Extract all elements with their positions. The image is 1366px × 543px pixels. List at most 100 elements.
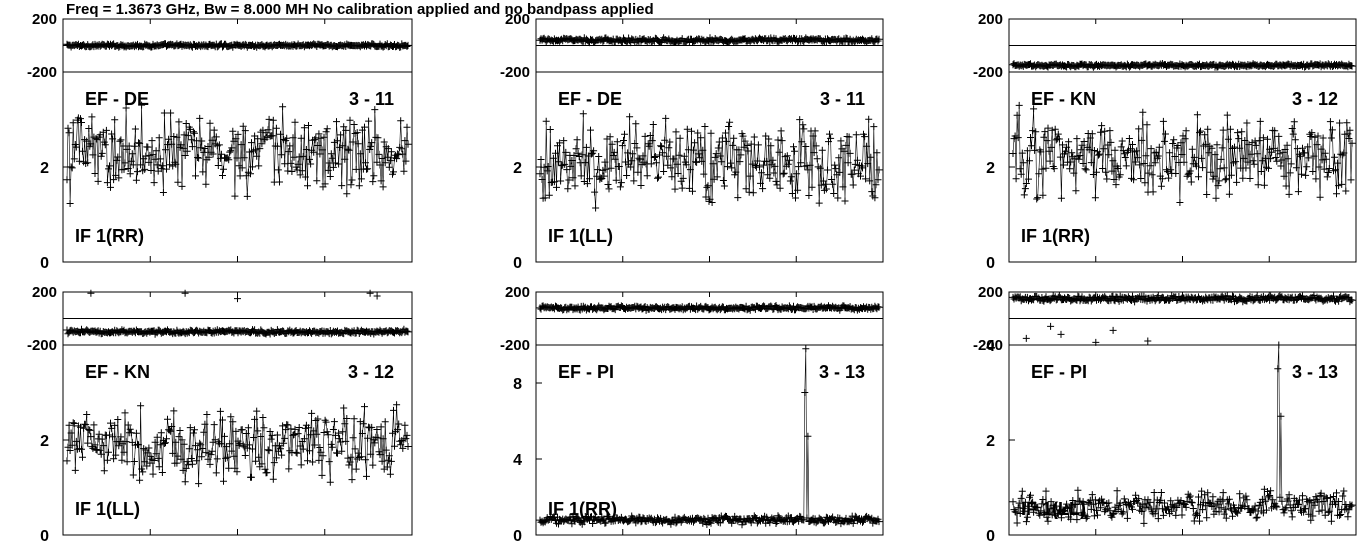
amp-point <box>272 124 280 132</box>
amp-point <box>283 134 291 142</box>
amp-point <box>385 163 393 171</box>
amp-point <box>1046 157 1054 165</box>
amp-point <box>568 157 576 164</box>
amp-point <box>739 132 747 140</box>
amp-point <box>1327 134 1335 142</box>
amp-tick-label: 4 <box>513 452 522 469</box>
amp-point <box>1103 175 1111 183</box>
amp-point <box>356 150 364 158</box>
amp-point <box>393 401 401 409</box>
amp-point <box>717 158 725 166</box>
amp-point <box>1275 132 1283 140</box>
amp-point <box>837 137 845 145</box>
amp-point <box>715 138 723 146</box>
amp-point <box>401 421 409 429</box>
baseline-label: EF - PI <box>1031 362 1087 382</box>
amp-point <box>252 457 260 465</box>
amp-point <box>742 185 750 193</box>
amp-point <box>253 152 261 160</box>
amp-point <box>202 180 210 188</box>
amp-point <box>253 407 261 415</box>
amp-point <box>299 152 307 160</box>
amp-point <box>777 127 785 135</box>
amp-point <box>361 403 368 411</box>
amp-point <box>254 135 262 143</box>
amp-point <box>1299 492 1306 500</box>
amp-point <box>111 116 119 124</box>
amp-points <box>63 101 412 207</box>
amp-point <box>678 184 686 192</box>
amp-point <box>578 151 586 159</box>
amp-point <box>668 173 676 181</box>
amp-point <box>1149 188 1157 196</box>
amp-point <box>326 478 334 486</box>
amp-point <box>195 154 203 162</box>
amp-point <box>387 148 395 156</box>
amp-point <box>281 160 289 168</box>
amp-point <box>1165 174 1173 182</box>
amp-point <box>775 148 783 156</box>
amp-point <box>216 407 224 415</box>
amp-point <box>569 174 577 182</box>
amp-point <box>744 147 752 155</box>
amp-point <box>1066 165 1074 173</box>
amp-point <box>344 145 352 153</box>
amp-point <box>616 183 624 191</box>
amp-point <box>574 149 582 157</box>
amp-point <box>645 142 653 150</box>
amp-point <box>1029 127 1037 135</box>
amp-point <box>119 142 127 150</box>
amp-point <box>152 147 160 155</box>
amp-point <box>773 181 781 189</box>
amp-point <box>345 146 353 154</box>
baseline-id-label: 3 - 11 <box>349 89 394 109</box>
amp-point <box>634 168 642 176</box>
amp-point <box>195 480 203 488</box>
amp-point <box>255 162 263 170</box>
amp-point <box>192 172 199 180</box>
amp-point <box>632 120 640 128</box>
amp-point <box>291 118 299 126</box>
amp-point <box>627 163 635 171</box>
amp-point <box>1327 517 1335 525</box>
amp-point <box>665 144 673 152</box>
amp-point <box>290 431 298 438</box>
amp-point <box>95 430 103 438</box>
phase-outlier <box>1109 326 1117 334</box>
amp-point <box>730 134 738 142</box>
amp-point <box>121 409 129 417</box>
amp-point <box>254 427 262 435</box>
amp-point <box>852 131 860 139</box>
amp-point <box>236 172 244 180</box>
amp-point <box>297 461 305 469</box>
amp-point <box>153 161 161 169</box>
amp-point <box>565 176 573 184</box>
amp-point <box>1091 194 1099 202</box>
amp-point <box>138 101 146 109</box>
amp-point <box>805 192 813 199</box>
amp-point <box>362 159 369 167</box>
amp-point <box>776 184 784 192</box>
amp-point <box>294 430 302 438</box>
amp-point <box>92 135 100 143</box>
if-label: IF 1(RR) <box>75 226 144 246</box>
amp-point <box>689 187 696 195</box>
amp-point <box>137 402 145 410</box>
amp-point <box>729 141 737 149</box>
amp-point <box>623 172 631 179</box>
amp-tick-label: 2 <box>986 433 995 450</box>
amp-point <box>362 456 369 464</box>
amp-point <box>1113 487 1121 495</box>
amp-point <box>1285 190 1293 198</box>
amp-point <box>791 147 798 155</box>
amp-point <box>369 461 377 469</box>
amp-point <box>322 128 330 136</box>
amp-point <box>256 145 264 153</box>
amp-point <box>269 116 277 124</box>
amp-point <box>366 146 374 153</box>
amp-point <box>320 133 328 141</box>
amp-point <box>1203 191 1211 198</box>
amp-point <box>708 199 716 206</box>
amp-point <box>349 138 357 146</box>
amp-point <box>647 160 655 168</box>
